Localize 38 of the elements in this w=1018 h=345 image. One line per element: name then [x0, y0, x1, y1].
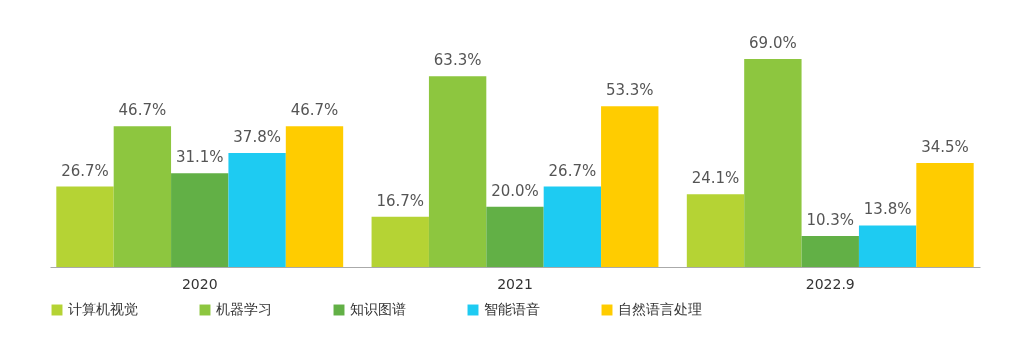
data-label: 10.3% [806, 210, 855, 229]
bar [543, 186, 602, 267]
data-label: 46.7% [290, 101, 339, 120]
legend-label: 智能语音 [484, 301, 540, 317]
legend-label: 自然语言处理 [618, 301, 702, 317]
bar [744, 59, 802, 267]
bar [285, 126, 344, 267]
legend-label: 计算机视觉 [68, 301, 138, 317]
data-label: 26.7% [61, 161, 109, 180]
data-label: 20.0% [491, 181, 539, 200]
data-label: 31.1% [175, 148, 224, 167]
bar [371, 216, 429, 267]
bar [56, 186, 114, 267]
bar [113, 126, 172, 267]
data-label: 69.0% [749, 34, 797, 52]
data-label: 63.3% [433, 51, 482, 70]
x-tick-label: 2022.9 [805, 275, 855, 292]
data-label: 26.7% [548, 161, 597, 180]
bar [486, 206, 544, 267]
data-label: 37.8% [233, 128, 281, 147]
bar [228, 153, 286, 267]
legend-label: 机器学习 [216, 301, 272, 317]
data-label: 34.5% [921, 138, 969, 156]
data-label: 53.3% [605, 81, 654, 100]
bar [801, 235, 859, 267]
bar [858, 225, 917, 267]
bar [916, 163, 974, 267]
data-label: 13.8% [863, 200, 912, 219]
bar [601, 106, 659, 267]
x-tick-label: 2020 [181, 275, 218, 292]
bar [428, 76, 487, 267]
bar [171, 173, 229, 267]
x-tick-label: 2021 [497, 275, 533, 292]
legend-label: 知识图谱 [350, 301, 406, 317]
data-label: 46.7% [118, 101, 167, 120]
data-label: 24.1% [691, 169, 740, 188]
bar [686, 194, 745, 267]
data-label: 16.7% [376, 191, 425, 210]
